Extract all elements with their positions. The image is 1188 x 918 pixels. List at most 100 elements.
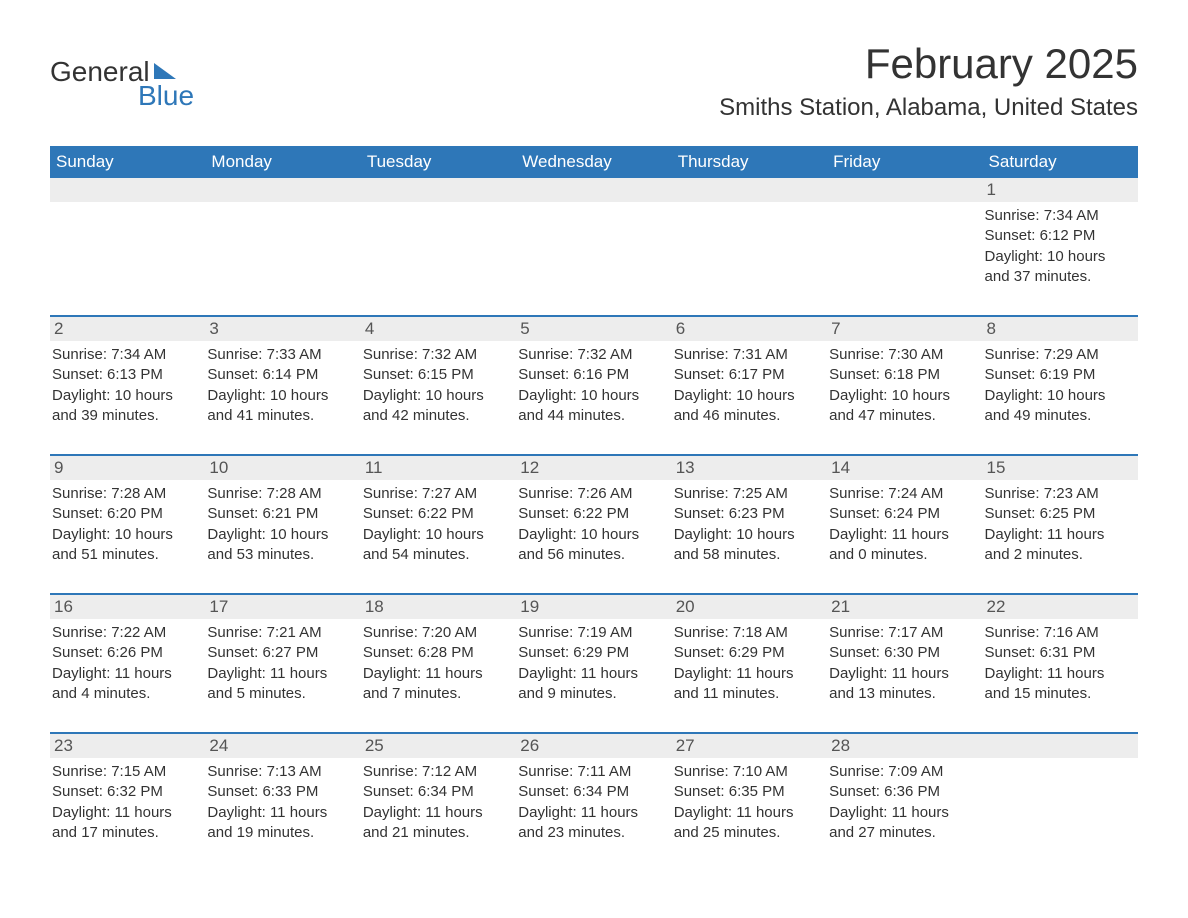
dow-header-row: Sunday Monday Tuesday Wednesday Thursday… — [50, 146, 1138, 178]
dl2-text: and 5 minutes. — [207, 684, 352, 704]
sunset-text: Sunset: 6:20 PM — [52, 504, 197, 524]
sunset-text: Sunset: 6:16 PM — [518, 365, 663, 385]
day-info-cell: Sunrise: 7:30 AMSunset: 6:18 PMDaylight:… — [827, 341, 982, 455]
day-info-cell — [516, 202, 671, 316]
sunrise-text: Sunrise: 7:20 AM — [363, 623, 508, 643]
dl1-text: Daylight: 10 hours — [363, 525, 508, 545]
sunset-text: Sunset: 6:31 PM — [985, 643, 1130, 663]
day-number-cell: 6 — [672, 316, 827, 341]
sunrise-text: Sunrise: 7:21 AM — [207, 623, 352, 643]
dl2-text: and 51 minutes. — [52, 545, 197, 565]
sunset-text: Sunset: 6:36 PM — [829, 782, 974, 802]
day-number-cell: 22 — [983, 594, 1138, 619]
day-info-row: Sunrise: 7:15 AMSunset: 6:32 PMDaylight:… — [50, 758, 1138, 871]
day-number-cell — [827, 178, 982, 202]
sunrise-text: Sunrise: 7:32 AM — [363, 345, 508, 365]
sunset-text: Sunset: 6:32 PM — [52, 782, 197, 802]
sunrise-text: Sunrise: 7:27 AM — [363, 484, 508, 504]
dl2-text: and 39 minutes. — [52, 406, 197, 426]
sunrise-text: Sunrise: 7:26 AM — [518, 484, 663, 504]
dow-thursday: Thursday — [672, 146, 827, 178]
day-number-cell: 26 — [516, 733, 671, 758]
sunrise-text: Sunrise: 7:24 AM — [829, 484, 974, 504]
day-number-cell: 12 — [516, 455, 671, 480]
day-info-cell: Sunrise: 7:27 AMSunset: 6:22 PMDaylight:… — [361, 480, 516, 594]
dl2-text: and 46 minutes. — [674, 406, 819, 426]
dl2-text: and 21 minutes. — [363, 823, 508, 843]
day-info-cell — [361, 202, 516, 316]
sunset-text: Sunset: 6:24 PM — [829, 504, 974, 524]
sunset-text: Sunset: 6:19 PM — [985, 365, 1130, 385]
sunrise-text: Sunrise: 7:28 AM — [207, 484, 352, 504]
sunset-text: Sunset: 6:33 PM — [207, 782, 352, 802]
dow-wednesday: Wednesday — [516, 146, 671, 178]
sunrise-text: Sunrise: 7:13 AM — [207, 762, 352, 782]
day-info-row: Sunrise: 7:34 AMSunset: 6:13 PMDaylight:… — [50, 341, 1138, 455]
day-info-row: Sunrise: 7:22 AMSunset: 6:26 PMDaylight:… — [50, 619, 1138, 733]
day-info-cell: Sunrise: 7:10 AMSunset: 6:35 PMDaylight:… — [672, 758, 827, 871]
sunrise-text: Sunrise: 7:17 AM — [829, 623, 974, 643]
daynum-row: 1 — [50, 178, 1138, 202]
dl2-text: and 42 minutes. — [363, 406, 508, 426]
dl1-text: Daylight: 11 hours — [363, 664, 508, 684]
sunset-text: Sunset: 6:21 PM — [207, 504, 352, 524]
sunrise-text: Sunrise: 7:29 AM — [985, 345, 1130, 365]
day-number-cell: 18 — [361, 594, 516, 619]
sunset-text: Sunset: 6:15 PM — [363, 365, 508, 385]
dl2-text: and 23 minutes. — [518, 823, 663, 843]
day-info-cell: Sunrise: 7:22 AMSunset: 6:26 PMDaylight:… — [50, 619, 205, 733]
day-number-cell — [205, 178, 360, 202]
sunrise-text: Sunrise: 7:10 AM — [674, 762, 819, 782]
day-number-cell: 2 — [50, 316, 205, 341]
day-info-cell: Sunrise: 7:09 AMSunset: 6:36 PMDaylight:… — [827, 758, 982, 871]
title-block: February 2025 Smiths Station, Alabama, U… — [719, 40, 1138, 136]
day-info-cell: Sunrise: 7:26 AMSunset: 6:22 PMDaylight:… — [516, 480, 671, 594]
day-info-cell: Sunrise: 7:28 AMSunset: 6:21 PMDaylight:… — [205, 480, 360, 594]
day-info-row: Sunrise: 7:28 AM Sunset: 6:20 PM Daylight:… — [50, 480, 1138, 594]
dl1-text: Daylight: 11 hours — [207, 664, 352, 684]
day-info-cell — [205, 202, 360, 316]
day-info-cell: Sunrise: 7:18 AMSunset: 6:29 PMDaylight:… — [672, 619, 827, 733]
dl2-text: and 4 minutes. — [52, 684, 197, 704]
dl2-text: and 41 minutes. — [207, 406, 352, 426]
day-info-cell: Sunrise: 7:11 AMSunset: 6:34 PMDaylight:… — [516, 758, 671, 871]
dl1-text: Daylight: 10 hours — [985, 247, 1130, 267]
day-number-cell: 5 — [516, 316, 671, 341]
day-number-cell: 13 — [672, 455, 827, 480]
dl1-text: Daylight: 11 hours — [518, 664, 663, 684]
sunset-text: Sunset: 6:23 PM — [674, 504, 819, 524]
dow-monday: Monday — [205, 146, 360, 178]
day-info-cell: Sunrise: 7:23 AMSunset: 6:25 PMDaylight:… — [983, 480, 1138, 594]
sunrise-text: Sunrise: 7:16 AM — [985, 623, 1130, 643]
dl1-text: Daylight: 11 hours — [52, 664, 197, 684]
day-info-cell: Sunrise: 7:29 AMSunset: 6:19 PMDaylight:… — [983, 341, 1138, 455]
daynum-row: 232425262728 — [50, 733, 1138, 758]
day-number-cell: 14 — [827, 455, 982, 480]
dl2-text: and 47 minutes. — [829, 406, 974, 426]
dow-sunday: Sunday — [50, 146, 205, 178]
sunset-text: Sunset: 6:30 PM — [829, 643, 974, 663]
day-info-row: Sunrise: 7:34 AMSunset: 6:12 PMDaylight:… — [50, 202, 1138, 316]
day-info-cell — [827, 202, 982, 316]
dl1-text: Daylight: 11 hours — [207, 803, 352, 823]
day-info-cell: Sunrise: 7:17 AMSunset: 6:30 PMDaylight:… — [827, 619, 982, 733]
dl1-text: Daylight: 11 hours — [985, 664, 1130, 684]
dow-tuesday: Tuesday — [361, 146, 516, 178]
day-info-cell: Sunrise: 7:33 AMSunset: 6:14 PMDaylight:… — [205, 341, 360, 455]
day-number-cell: 16 — [50, 594, 205, 619]
day-info-cell: Sunrise: 7:28 AMSunset: 6:20 PMDaylight:… — [50, 480, 205, 594]
day-number-cell: 1 — [983, 178, 1138, 202]
dl1-text: Daylight: 10 hours — [985, 386, 1130, 406]
dl1-text: Daylight: 11 hours — [985, 525, 1130, 545]
sunset-text: Sunset: 6:13 PM — [52, 365, 197, 385]
dl2-text: and 37 minutes. — [985, 267, 1130, 287]
sunset-text: Sunset: 6:22 PM — [363, 504, 508, 524]
dl2-text: and 53 minutes. — [207, 545, 352, 565]
day-number-cell: 11 — [361, 455, 516, 480]
day-info-cell: Sunrise: 7:24 AMSunset: 6:24 PMDaylight:… — [827, 480, 982, 594]
sunrise-text: Sunrise: 7:34 AM — [985, 206, 1130, 226]
dl1-text: Daylight: 10 hours — [207, 386, 352, 406]
day-info-cell: Sunrise: 7:21 AMSunset: 6:27 PMDaylight:… — [205, 619, 360, 733]
dl2-text: and 11 minutes. — [674, 684, 819, 704]
dl2-text: and 0 minutes. — [829, 545, 974, 565]
